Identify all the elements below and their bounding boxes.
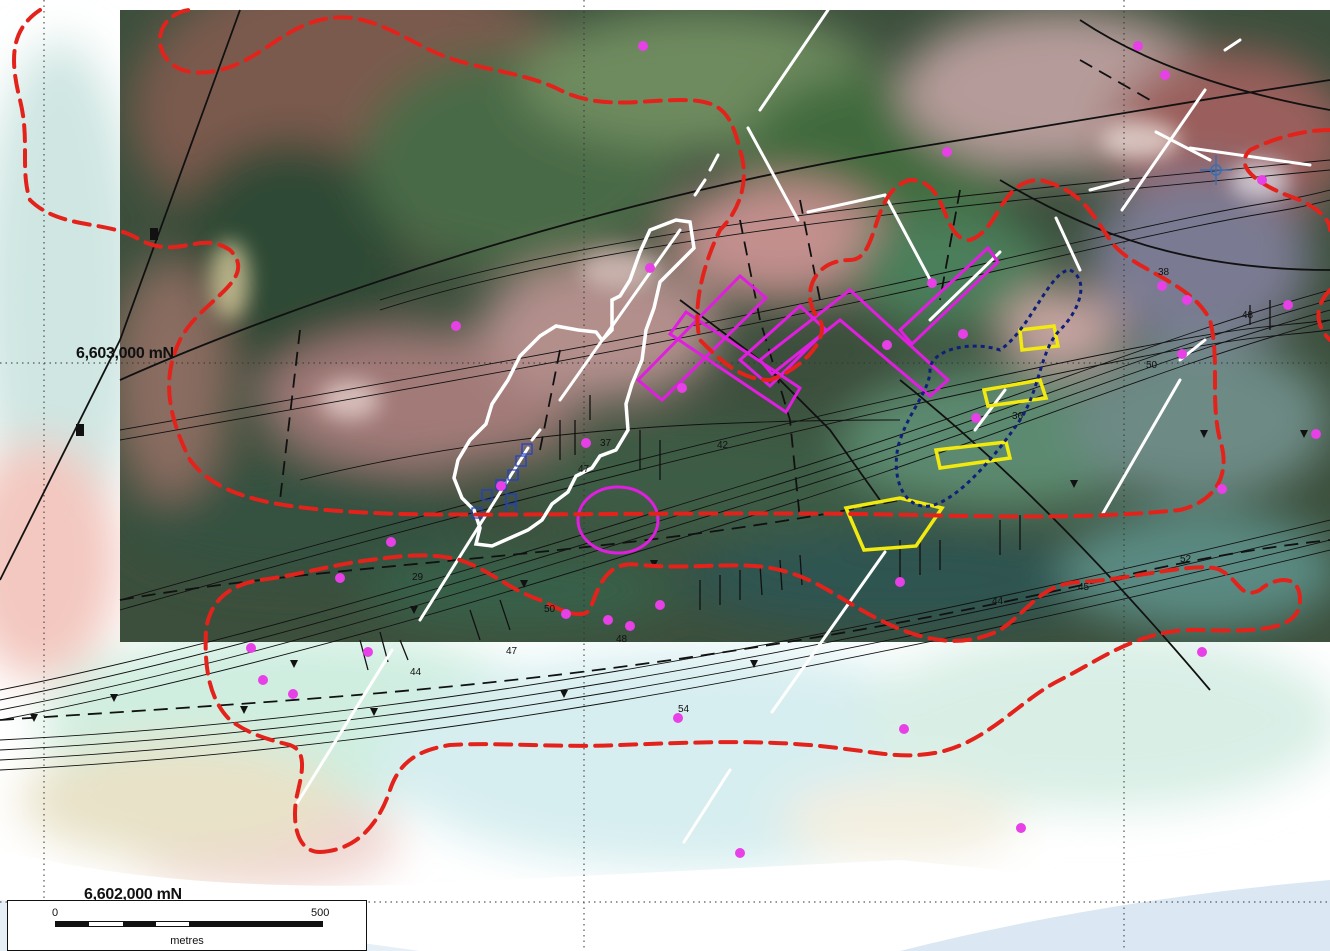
sample-point-icon <box>638 41 648 51</box>
sample-point-icon <box>561 609 571 619</box>
dotted-zone <box>894 268 1083 508</box>
dip-label: 48 <box>1242 310 1254 321</box>
dip-label: 38 <box>1158 267 1170 278</box>
sample-point-icon <box>246 643 256 653</box>
sample-point-icon <box>882 340 892 350</box>
dip-label: 44 <box>992 596 1004 607</box>
scale-unit-label: metres <box>170 935 204 947</box>
northing-label-upper: 6,603,000 mN <box>76 345 174 362</box>
northing-label-lower: 6,602,000 mN <box>84 886 182 903</box>
sample-point-icon <box>1197 647 1207 657</box>
sample-point-icon <box>288 689 298 699</box>
dip-label: 48 <box>616 634 628 645</box>
dark-imagery <box>120 10 1330 642</box>
dip-label: 50 <box>1146 360 1158 371</box>
sample-point-icon <box>1217 484 1227 494</box>
sample-point-icon <box>1311 429 1321 439</box>
sample-point-icon <box>1157 281 1167 291</box>
thrust-teeth <box>30 228 1308 722</box>
scale-bar-graphic <box>55 921 323 927</box>
sample-point-icon <box>386 537 396 547</box>
target-zones <box>576 245 1000 555</box>
scale-bar: 0 500 metres <box>7 900 367 951</box>
sample-point-icon <box>655 600 665 610</box>
sample-point-icon <box>927 278 937 288</box>
sample-point-icon <box>1160 70 1170 80</box>
sample-point-icon <box>625 621 635 631</box>
sample-point-icon <box>335 573 345 583</box>
sample-point-icon <box>899 724 909 734</box>
sample-point-icon <box>971 413 981 423</box>
structure-lines <box>0 159 1330 771</box>
dip-labels: 38 48 50 36 42 37 47 44 29 50 48 47 54 5… <box>410 267 1254 715</box>
dip-label: 52 <box>1180 554 1192 565</box>
sample-point-icon <box>1182 295 1192 305</box>
dip-label: 44 <box>410 667 422 678</box>
dip-label: 37 <box>600 438 612 449</box>
sample-point-icon <box>735 848 745 858</box>
sample-point-icon <box>942 147 952 157</box>
sample-point-icon <box>603 615 613 625</box>
dip-label: 45 <box>1078 582 1090 593</box>
prospect-boxes <box>843 324 1061 552</box>
sample-point-icon <box>1283 300 1293 310</box>
sample-point-icon <box>1257 175 1267 185</box>
scale-zero-label: 0 <box>52 907 59 919</box>
scale-max-label: 500 <box>311 907 330 919</box>
dip-label: 50 <box>544 604 556 615</box>
strike-ticks <box>359 300 1271 671</box>
sample-point-icon <box>363 647 373 657</box>
sample-point-icon <box>1177 349 1187 359</box>
sample-point-icon <box>895 577 905 587</box>
dip-label: 47 <box>578 464 590 475</box>
intrusive-outline <box>452 218 696 548</box>
dip-label: 47 <box>506 646 518 657</box>
dip-label: 29 <box>412 572 424 583</box>
sample-point-icon <box>1133 41 1143 51</box>
sample-point-icon <box>645 263 655 273</box>
sample-point-icon <box>581 438 591 448</box>
sample-point-icon <box>958 329 968 339</box>
dip-label: 42 <box>717 440 729 451</box>
sample-point-icon <box>1016 823 1026 833</box>
sample-point-icon <box>496 481 506 491</box>
dip-label: 36 <box>1012 411 1024 422</box>
crosshair-icon <box>1200 155 1232 185</box>
dip-label: 54 <box>678 704 690 715</box>
sample-points <box>246 41 1321 858</box>
anomaly-outline <box>12 8 1330 854</box>
sample-point-icon <box>258 675 268 685</box>
sample-point-icon <box>673 713 683 723</box>
sample-point-icon <box>451 321 461 331</box>
lineaments <box>294 8 1312 844</box>
sample-point-icon <box>677 383 687 393</box>
